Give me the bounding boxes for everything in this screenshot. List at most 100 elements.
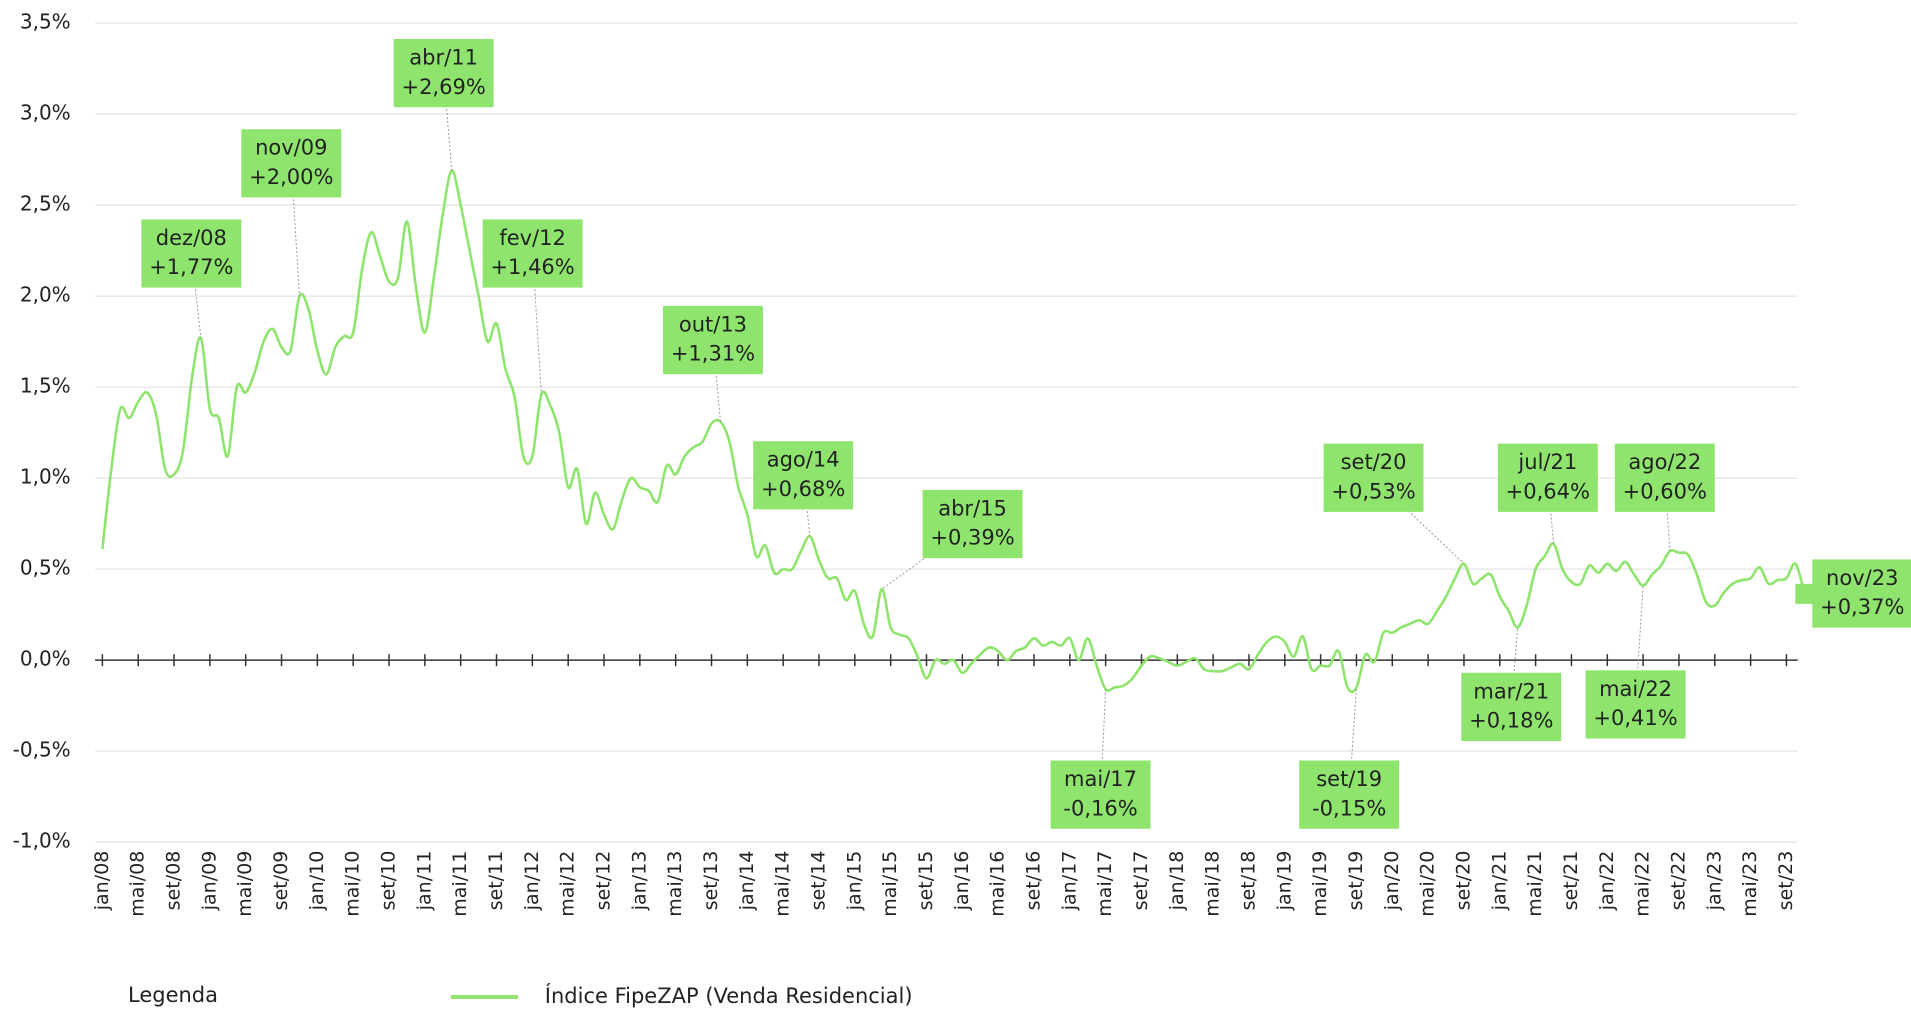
x-tick-label: mai/10 — [342, 851, 364, 917]
x-tick-label: mai/22 — [1632, 851, 1654, 917]
annotation-box — [922, 489, 1023, 559]
x-tick-label: jan/10 — [306, 851, 328, 912]
annotation-date: nov/23 — [1826, 566, 1898, 590]
annotation: set/20 +0,53% — [1323, 443, 1465, 565]
annotation-box — [1461, 672, 1562, 741]
x-tick-label: set/12 — [593, 851, 615, 911]
x-tick-label: jan/16 — [951, 851, 973, 912]
y-tick-label: 1,0% — [20, 465, 71, 489]
annotation-date: ago/14 — [767, 448, 840, 472]
annotation-value: -0,15% — [1312, 796, 1386, 820]
annotation: ago/22 +0,60% — [1614, 443, 1715, 551]
x-tick-label: set/22 — [1667, 851, 1689, 911]
x-tick-label: mai/18 — [1202, 851, 1224, 917]
x-tick-label: jan/21 — [1488, 851, 1510, 912]
x-tick-label: jan/18 — [1166, 851, 1188, 912]
annotation-box — [1299, 760, 1400, 829]
annotation-value: +2,00% — [249, 165, 333, 189]
x-tick-label: mai/12 — [557, 851, 579, 917]
annotation-date: out/13 — [679, 312, 747, 336]
annotation-value: -0,16% — [1063, 796, 1137, 820]
x-tick-label: set/08 — [163, 851, 185, 911]
annotation-box — [663, 305, 763, 375]
x-tick-label: set/16 — [1022, 851, 1044, 911]
annotation-value: +0,60% — [1623, 479, 1707, 503]
annotation-value: +0,41% — [1593, 706, 1677, 730]
x-tick-label: mai/14 — [772, 851, 794, 917]
y-tick-label: -1,0% — [13, 829, 71, 853]
end-marker — [1795, 583, 1816, 604]
y-tick-label: 3,0% — [20, 101, 71, 125]
annotation: out/13 +1,31% — [663, 305, 763, 422]
annotation-date: jul/21 — [1517, 450, 1577, 474]
annotation-box — [1497, 443, 1598, 512]
annotation-date: nov/09 — [255, 136, 327, 160]
annotation: jul/21 +0,64% — [1497, 443, 1598, 544]
x-tick-label: jan/17 — [1058, 851, 1080, 912]
x-tick-label: jan/12 — [521, 851, 543, 912]
y-tick-label: 3,5% — [20, 10, 71, 34]
x-tick-label: mai/11 — [449, 851, 471, 917]
annotation-value: +0,39% — [930, 526, 1014, 550]
annotation-date: ago/22 — [1628, 450, 1701, 474]
x-tick-label: jan/23 — [1703, 851, 1725, 912]
x-tick-label: set/23 — [1775, 851, 1797, 911]
x-tick-label: jan/15 — [843, 851, 865, 912]
y-tick-label: -0,5% — [13, 738, 71, 762]
annotation-box — [1050, 760, 1151, 829]
y-tick-label: 0,5% — [20, 556, 71, 580]
annotation: fev/12 +1,46% — [482, 219, 583, 395]
annotation-box — [141, 219, 242, 288]
x-tick-label: set/20 — [1452, 851, 1474, 911]
x-tick-label: mai/23 — [1739, 851, 1761, 917]
y-tick-label: 2,5% — [20, 192, 71, 216]
annotation-date: abr/11 — [409, 46, 478, 70]
annotation: set/19 -0,15% — [1299, 687, 1400, 829]
legend-label: Índice FipeZAP (Venda Residencial) — [545, 983, 913, 1008]
annotation-box — [241, 129, 342, 198]
annotation-date: mai/22 — [1599, 677, 1672, 701]
x-tick-label: jan/14 — [736, 851, 758, 912]
annotation: abr/11 +2,69% — [393, 39, 494, 171]
x-tick-label: set/18 — [1237, 851, 1259, 911]
annotation-value: +2,69% — [401, 75, 485, 99]
x-tick-label: mai/17 — [1094, 851, 1116, 917]
x-tick-label: set/19 — [1345, 851, 1367, 911]
x-tick-label: jan/11 — [413, 851, 435, 912]
annotation-date: mai/17 — [1064, 767, 1137, 791]
annotation-value: +0,18% — [1469, 709, 1553, 733]
annotation: dez/08 +1,77% — [141, 219, 242, 339]
annotation-date: mar/21 — [1473, 679, 1549, 703]
x-tick-label: mai/16 — [987, 851, 1009, 917]
annotation-value: +1,46% — [490, 255, 574, 279]
annotation: mai/22 +0,41% — [1585, 585, 1686, 739]
y-tick-label: 1,5% — [20, 374, 71, 398]
annotation-value: +0,64% — [1506, 479, 1590, 503]
annotation-box — [1323, 443, 1424, 512]
x-tick-label: mai/13 — [664, 851, 686, 917]
annotation-date: set/20 — [1341, 450, 1407, 474]
x-tick-label: mai/09 — [234, 851, 256, 917]
annotation-value: +0,53% — [1331, 479, 1415, 503]
annotation-value: +0,37% — [1820, 595, 1904, 619]
y-tick-label: 0,0% — [20, 647, 71, 671]
x-tick-label: set/11 — [485, 851, 507, 911]
x-tick-label: jan/09 — [198, 851, 220, 912]
annotation-box — [1614, 443, 1715, 512]
annotation: nov/09 +2,00% — [241, 129, 342, 297]
annotation-value: +1,77% — [149, 255, 233, 279]
x-tick-label: set/17 — [1130, 851, 1152, 911]
annotation-leader — [532, 253, 542, 395]
x-tick-label: set/14 — [808, 851, 830, 911]
annotation-date: fev/12 — [499, 226, 566, 250]
annotation: ago/14 +0,68% — [753, 441, 854, 537]
series-line — [101, 169, 1806, 694]
annotation-box — [753, 441, 854, 510]
annotation-box — [393, 39, 494, 108]
x-tick-label: mai/15 — [879, 851, 901, 917]
x-tick-label: set/10 — [378, 851, 400, 911]
legend-title: Legenda — [128, 983, 218, 1007]
annotation-box — [1585, 670, 1686, 739]
x-tick-label: mai/08 — [127, 851, 149, 917]
